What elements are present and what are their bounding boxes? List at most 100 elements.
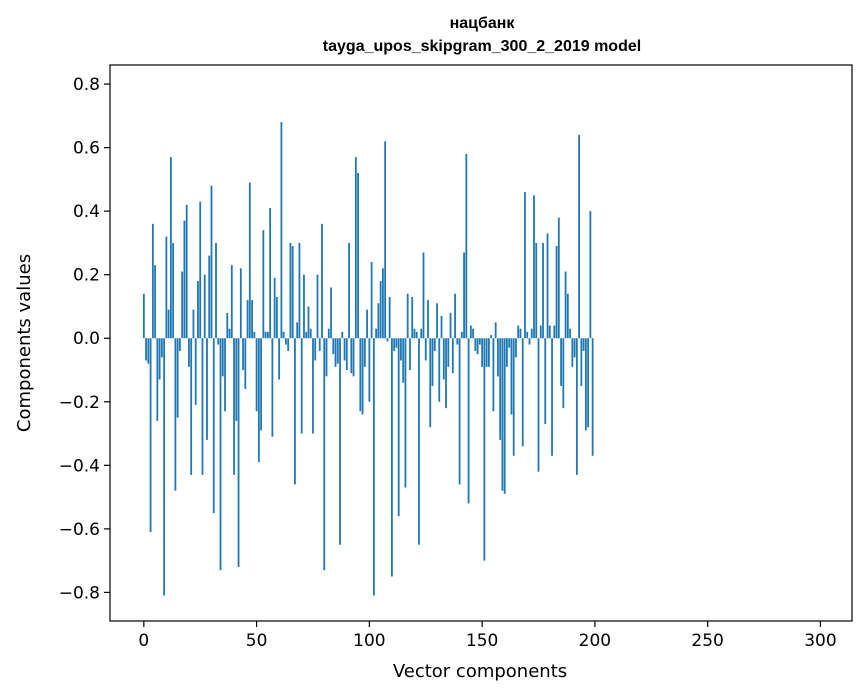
bar-component-113: [397, 338, 400, 517]
bar-component-118: [409, 338, 411, 370]
bar-component-54: [264, 331, 267, 339]
x-tick-label: 250: [691, 631, 723, 651]
bar-component-47: [248, 182, 251, 339]
bar-component-71: [303, 274, 305, 339]
bar-component-86: [336, 338, 339, 364]
bar-component-58: [273, 277, 276, 339]
bar-component-57: [271, 338, 274, 437]
bar-component-61: [280, 122, 283, 339]
bar-component-135: [447, 338, 450, 367]
bar-component-147: [474, 338, 477, 351]
bar-component-115: [402, 338, 405, 383]
bar-component-45: [244, 338, 247, 390]
bar-component-18: [183, 220, 186, 339]
bar-component-20: [188, 338, 190, 367]
bar-component-76: [314, 338, 317, 361]
bar-component-89: [343, 338, 346, 361]
bar-component-127: [429, 338, 432, 428]
bar-component-79: [321, 223, 323, 339]
bar-component-44: [242, 338, 244, 370]
bar-component-108: [386, 338, 389, 342]
bar-component-34: [219, 338, 222, 571]
bar-component-52: [260, 338, 262, 431]
bar-component-66: [291, 246, 294, 339]
bar-component-77: [316, 274, 319, 339]
bar-component-23: [194, 338, 197, 405]
bar-component-72: [305, 331, 308, 339]
bar-component-27: [203, 274, 206, 339]
bar-component-25: [199, 201, 202, 339]
bar-component-161: [506, 338, 508, 367]
bar-component-111: [393, 338, 396, 351]
bar-component-169: [524, 192, 526, 339]
bar-component-140: [458, 338, 461, 485]
bar-component-152: [485, 338, 488, 367]
bar-component-90: [345, 338, 348, 370]
bar-component-14: [174, 338, 177, 491]
bar-component-172: [530, 328, 533, 339]
bar-component-190: [571, 338, 574, 367]
bar-component-104: [377, 303, 380, 339]
bar-component-156: [494, 322, 497, 339]
bar-component-106: [381, 268, 384, 339]
bar-component-29: [208, 255, 211, 339]
bar-component-136: [449, 312, 452, 339]
bar-component-26: [201, 338, 204, 475]
bar-component-91: [348, 242, 350, 339]
bar-component-101: [370, 261, 373, 339]
bar-component-166: [517, 325, 520, 339]
bar-component-120: [413, 328, 416, 339]
bar-component-180: [548, 325, 551, 339]
bar-component-81: [325, 338, 328, 377]
bar-component-38: [228, 328, 231, 339]
bar-component-51: [257, 338, 260, 463]
y-tick-label: 0.8: [73, 75, 100, 95]
bar-component-188: [566, 293, 569, 339]
bar-component-64: [287, 338, 290, 351]
bar-component-85: [334, 338, 337, 367]
bar-component-62: [282, 331, 285, 339]
bar-component-141: [460, 331, 463, 339]
plot-frame: [109, 64, 853, 622]
bar-component-56: [269, 207, 272, 339]
bar-component-16: [179, 338, 181, 351]
bar-component-59: [275, 296, 278, 339]
bar-component-80: [323, 338, 326, 571]
bar-component-144: [467, 338, 470, 504]
bar-component-165: [515, 338, 517, 358]
bar-component-8: [160, 338, 163, 358]
bar-component-49: [253, 331, 256, 339]
bar-component-121: [415, 331, 418, 339]
bar-component-92: [350, 338, 353, 374]
bar-component-11: [167, 309, 170, 339]
bar-component-73: [307, 306, 310, 339]
bar-component-168: [521, 338, 524, 447]
bar-component-171: [528, 338, 531, 345]
bar-component-194: [580, 338, 583, 386]
bar-component-36: [224, 338, 226, 412]
bar-component-124: [422, 252, 425, 339]
bar-component-137: [451, 338, 454, 374]
bar-component-150: [481, 338, 484, 367]
bar-component-28: [206, 338, 208, 440]
bar-component-5: [154, 265, 156, 339]
bar-component-37: [226, 312, 229, 339]
bar-component-132: [440, 315, 443, 339]
bar-component-35: [221, 338, 224, 377]
bar-component-48: [251, 300, 253, 339]
bar-component-55: [266, 331, 269, 339]
y-tick-label: −0.6: [59, 520, 100, 540]
bar-component-162: [508, 338, 511, 348]
bar-component-131: [438, 338, 441, 402]
bar-component-145: [469, 325, 472, 339]
bar-component-154: [490, 335, 493, 339]
y-tick-label: 0.4: [73, 202, 100, 222]
bar-component-181: [551, 338, 553, 456]
bar-component-128: [431, 338, 434, 386]
bar-component-53: [262, 230, 265, 339]
bar-component-83: [330, 287, 332, 339]
bar-component-78: [318, 338, 321, 351]
bar-component-130: [436, 303, 438, 339]
bar-component-15: [176, 338, 179, 418]
